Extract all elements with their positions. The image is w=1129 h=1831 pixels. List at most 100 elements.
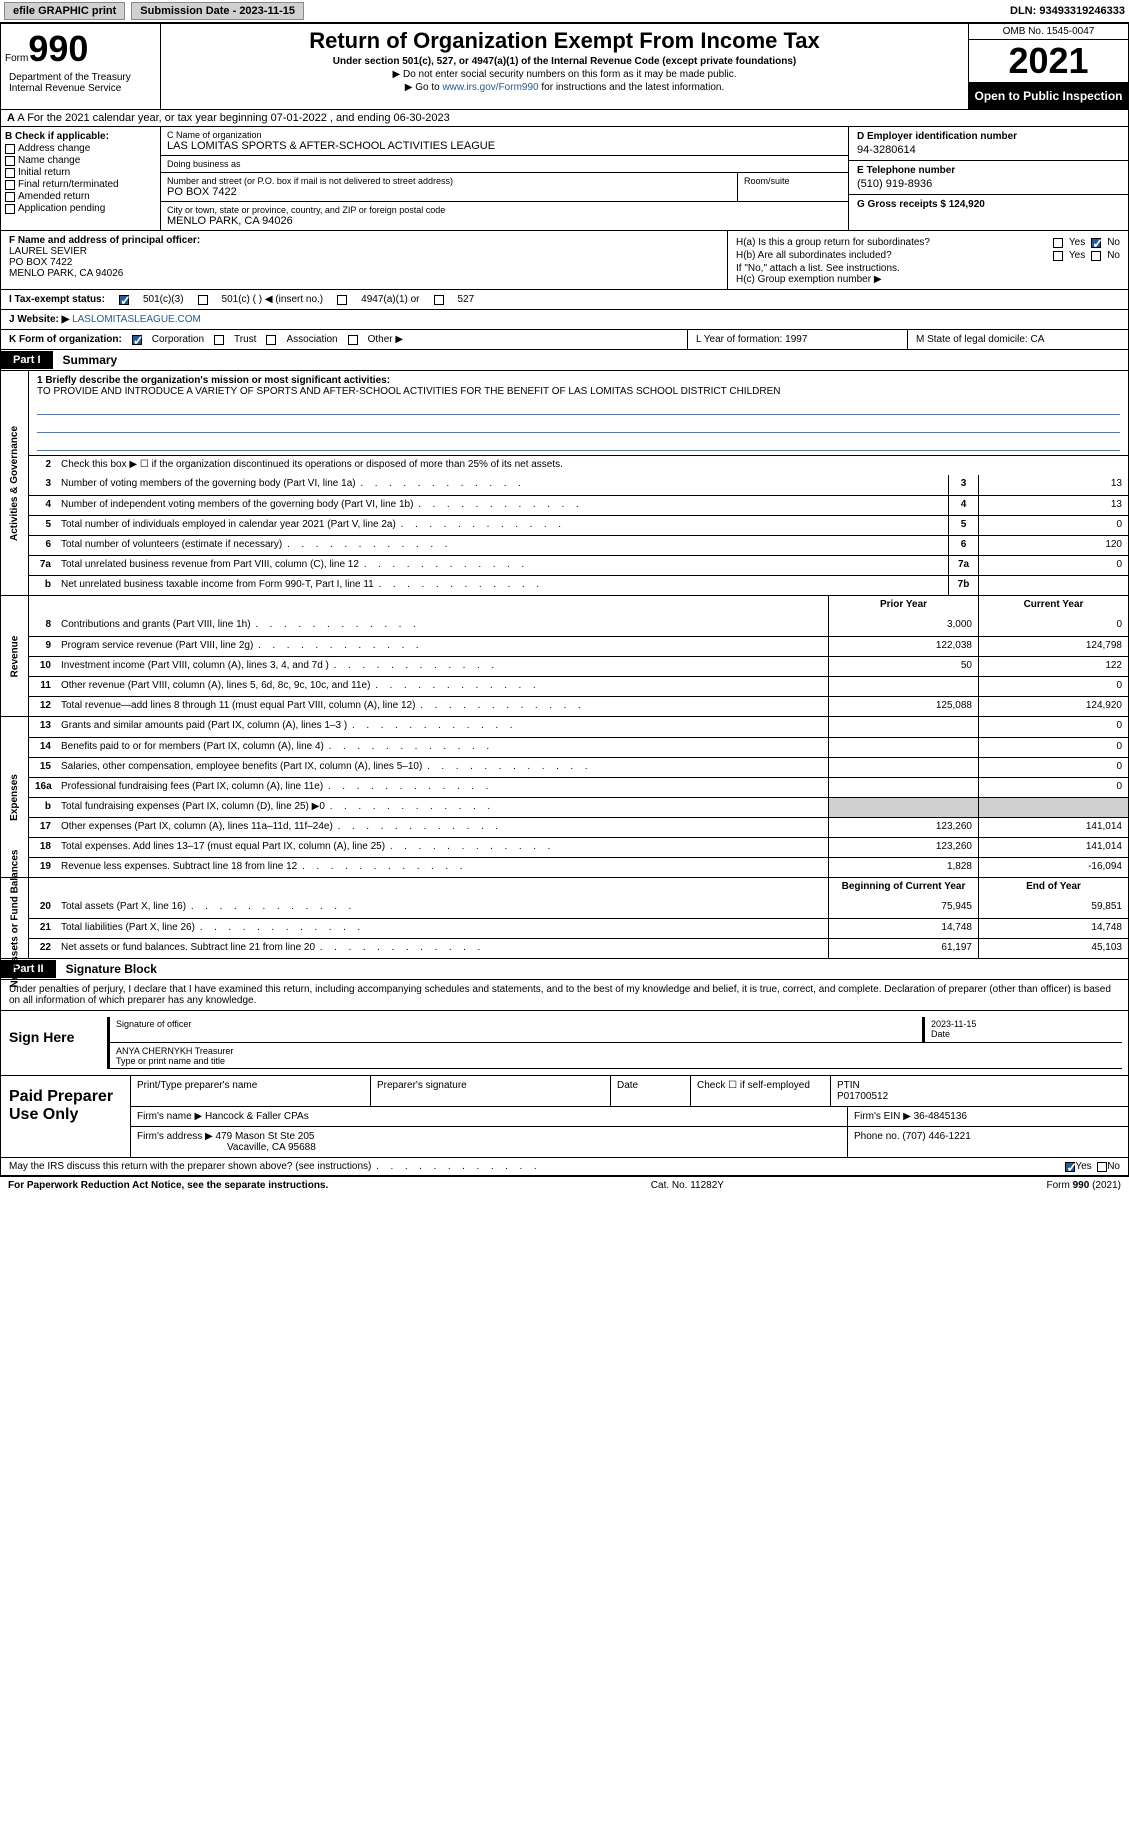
header-note2: ▶ Go to www.irs.gov/Form990 for instruct… — [165, 82, 964, 93]
cb-initial-return[interactable] — [5, 168, 15, 178]
side-governance: Activities & Governance — [1, 371, 29, 595]
hb-no[interactable] — [1091, 251, 1101, 261]
prep-name-label: Print/Type preparer's name — [131, 1076, 371, 1106]
current-value: 141,014 — [978, 818, 1128, 837]
dept-label: Department of the Treasury Internal Reve… — [5, 70, 156, 96]
line-text: Total unrelated business revenue from Pa… — [57, 556, 948, 575]
sig-name-label: Type or print name and title — [116, 1056, 1116, 1066]
prep-sig-label: Preparer's signature — [371, 1076, 611, 1106]
side-net-assets: Net Assets or Fund Balances — [1, 878, 29, 958]
current-value — [978, 798, 1128, 817]
ein-label: D Employer identification number — [857, 131, 1120, 142]
line-value: 0 — [978, 516, 1128, 535]
submission-date-button[interactable]: Submission Date - 2023-11-15 — [131, 2, 304, 20]
topbar: efile GRAPHIC print Submission Date - 20… — [0, 0, 1129, 23]
officer-name: LAUREL SEVIER — [9, 246, 719, 257]
line-box: 3 — [948, 475, 978, 495]
current-year-hdr: Current Year — [978, 596, 1128, 616]
current-value: 0 — [978, 717, 1128, 737]
tax-status-label: I Tax-exempt status: — [9, 294, 105, 305]
hb-yes[interactable] — [1053, 251, 1063, 261]
cb-address-change[interactable] — [5, 144, 15, 154]
cb-corporation[interactable] — [132, 335, 142, 345]
cb-527[interactable] — [434, 295, 444, 305]
cb-final-return[interactable] — [5, 180, 15, 190]
dln-label: DLN: 93493319246333 — [1010, 5, 1125, 17]
paid-preparer-label: Paid Preparer Use Only — [1, 1076, 131, 1157]
cb-4947[interactable] — [337, 295, 347, 305]
cb-name-change[interactable] — [5, 156, 15, 166]
sig-officer-label: Signature of officer — [116, 1019, 916, 1029]
prior-year-hdr: Prior Year — [828, 596, 978, 616]
part2-title: Signature Block — [56, 959, 167, 979]
line-box: 7b — [948, 576, 978, 595]
ha-yes[interactable] — [1053, 238, 1063, 248]
prior-value — [828, 758, 978, 777]
line-text: Grants and similar amounts paid (Part IX… — [57, 717, 828, 737]
current-value: 124,798 — [978, 637, 1128, 656]
line-text: Investment income (Part VIII, column (A)… — [57, 657, 828, 676]
line2-text: Check this box ▶ ☐ if the organization d… — [57, 456, 1128, 475]
part1-title: Summary — [53, 350, 128, 370]
current-value: 124,920 — [978, 697, 1128, 716]
addr-value: PO BOX 7422 — [167, 186, 731, 198]
line-text: Salaries, other compensation, employee b… — [57, 758, 828, 777]
firm-name: Hancock & Faller CPAs — [205, 1111, 309, 1122]
ptin-value: P01700512 — [837, 1091, 1122, 1102]
header-title: Return of Organization Exempt From Incom… — [165, 28, 964, 54]
sig-date: 2023-11-15 — [931, 1019, 1116, 1029]
line-text: Total revenue—add lines 8 through 11 (mu… — [57, 697, 828, 716]
officer-addr1: PO BOX 7422 — [9, 257, 719, 268]
signature-intro: Under penalties of perjury, I declare th… — [0, 980, 1129, 1011]
firm-ein: 36-4845136 — [914, 1111, 967, 1122]
beg-year-hdr: Beginning of Current Year — [828, 878, 978, 898]
prior-value: 125,088 — [828, 697, 978, 716]
discuss-no[interactable] — [1097, 1162, 1107, 1172]
sign-here-label: Sign Here — [1, 1011, 101, 1075]
prior-value: 75,945 — [828, 898, 978, 918]
cb-other[interactable] — [348, 335, 358, 345]
cb-amended-return[interactable] — [5, 192, 15, 202]
cb-application-pending[interactable] — [5, 204, 15, 214]
form-label: Form — [5, 53, 28, 64]
website-link[interactable]: LASLOMITASLEAGUE.COM — [72, 314, 201, 325]
form-header: Form990 Department of the Treasury Inter… — [0, 23, 1129, 110]
form-org-label: K Form of organization: — [9, 334, 122, 345]
form-number: 990 — [28, 28, 88, 69]
prior-value — [828, 798, 978, 817]
line-value: 120 — [978, 536, 1128, 555]
line-text: Total number of individuals employed in … — [57, 516, 948, 535]
firm-phone: (707) 446-1221 — [902, 1131, 970, 1142]
org-name-label: C Name of organization — [167, 130, 842, 140]
discuss-yes[interactable] — [1065, 1162, 1075, 1172]
tel-label: E Telephone number — [857, 165, 1120, 176]
line-text: Total assets (Part X, line 16) — [57, 898, 828, 918]
cb-501c[interactable] — [198, 295, 208, 305]
firm-addr2: Vacaville, CA 95688 — [227, 1142, 316, 1153]
ein-value: 94-3280614 — [857, 144, 1120, 156]
header-subtitle: Under section 501(c), 527, or 4947(a)(1)… — [165, 56, 964, 67]
prior-value: 3,000 — [828, 616, 978, 636]
addr-label: Number and street (or P.O. box if mail i… — [167, 176, 731, 186]
cat-number: Cat. No. 11282Y — [651, 1180, 724, 1191]
col-b-checkboxes: B Check if applicable: Address change Na… — [1, 127, 161, 230]
side-revenue: Revenue — [1, 596, 29, 716]
end-year-hdr: End of Year — [978, 878, 1128, 898]
irs-link[interactable]: www.irs.gov/Form990 — [442, 82, 538, 93]
cb-501c3[interactable] — [119, 295, 129, 305]
room-suite-label: Room/suite — [738, 173, 848, 201]
website-label: J Website: ▶ — [9, 314, 72, 325]
prior-value — [828, 717, 978, 737]
header-note1: ▶ Do not enter social security numbers o… — [165, 69, 964, 80]
line-box: 4 — [948, 496, 978, 515]
part1-header: Part I — [1, 351, 53, 369]
hc-label: H(c) Group exemption number ▶ — [736, 274, 1120, 285]
efile-print-button[interactable]: efile GRAPHIC print — [4, 2, 125, 20]
current-value: 0 — [978, 677, 1128, 696]
ha-no[interactable] — [1091, 238, 1101, 248]
cb-trust[interactable] — [214, 335, 224, 345]
firm-addr1: 479 Mason St Ste 205 — [216, 1131, 315, 1142]
prior-value — [828, 677, 978, 696]
cb-association[interactable] — [266, 335, 276, 345]
current-value: -16,094 — [978, 858, 1128, 877]
